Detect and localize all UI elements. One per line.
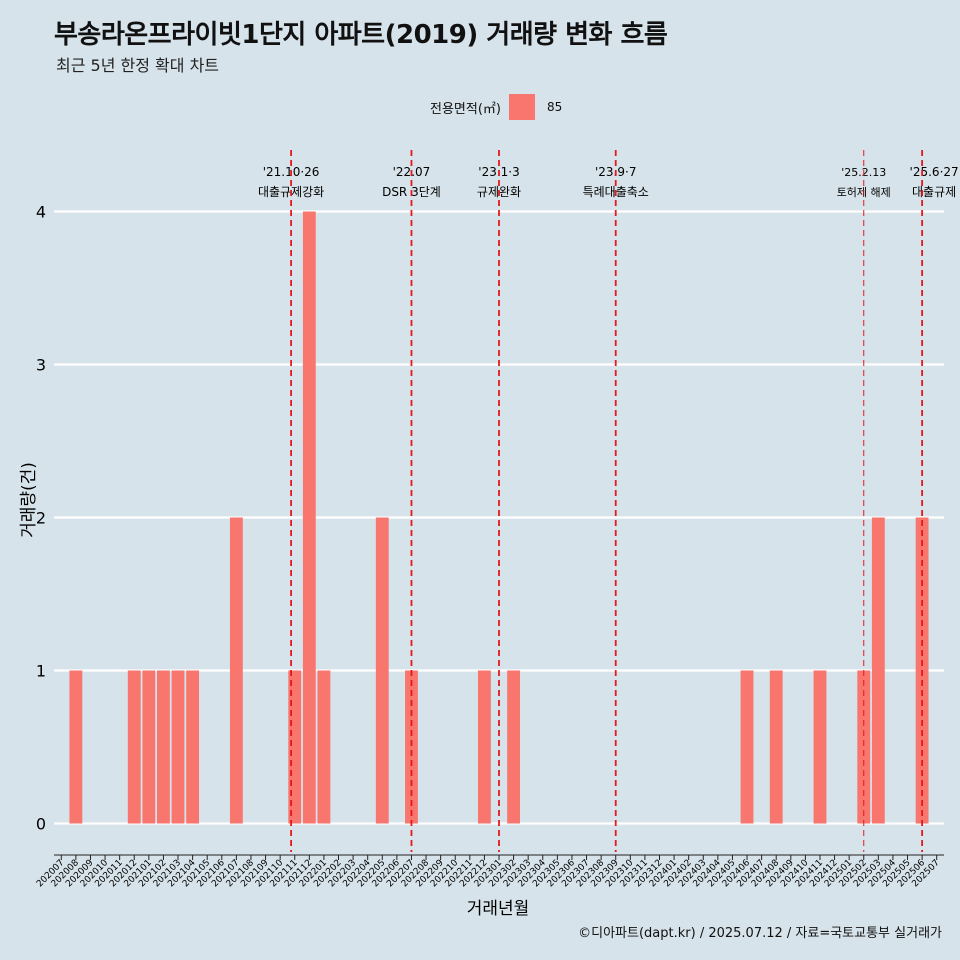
event-date: '25.6·27: [910, 165, 959, 179]
bar: [229, 517, 243, 824]
bar: [157, 670, 170, 824]
bar: [302, 211, 316, 824]
credit-text: ©디아파트(dapt.kr) / 2025.07.12 / 자료=국토교통부 실…: [578, 926, 942, 941]
bar: [507, 670, 521, 824]
y-tick-label: 0: [36, 815, 46, 834]
bar: [857, 670, 871, 824]
bar: [813, 670, 827, 824]
legend-swatch: [508, 94, 535, 120]
bar: [769, 670, 783, 824]
bar: [405, 670, 418, 824]
event-lines: [290, 150, 924, 852]
bar: [186, 670, 200, 824]
bar: [317, 670, 331, 824]
y-tick-label: 1: [36, 662, 46, 681]
legend-title: 전용면적(㎡): [430, 101, 501, 117]
event-label: 대출규제: [912, 185, 956, 199]
bar: [477, 670, 491, 824]
y-tick-label: 4: [36, 203, 46, 222]
legend-label: 85: [546, 100, 563, 114]
bars: [69, 211, 929, 824]
y-tick-label: 3: [36, 356, 46, 375]
y-tick-label: 2: [36, 509, 46, 528]
y-axis-label: 거래량(건): [19, 462, 39, 538]
bar: [127, 670, 141, 824]
y-axis: 0 1 2 3 4: [36, 203, 46, 834]
x-axis: 2020072020082020092020102020112020122021…: [35, 854, 944, 889]
bar: [69, 670, 83, 824]
bar: [171, 670, 185, 824]
x-axis-label: 거래년월: [467, 899, 530, 919]
chart-subtitle: 최근 5년 한정 확대 차트: [56, 56, 220, 75]
legend: 전용면적(㎡) 85: [430, 94, 562, 120]
bar: [740, 670, 754, 824]
bar: [142, 670, 156, 824]
chart-title: 부송라온프라이빗1단지 아파트(2019) 거래량 변화 흐름: [54, 20, 668, 50]
event-annotations: '21.10·26대출규제강화'22.07DSR 3단계'23.1·3규제완화'…: [258, 165, 959, 199]
bar: [375, 517, 389, 824]
bar: [871, 517, 885, 824]
